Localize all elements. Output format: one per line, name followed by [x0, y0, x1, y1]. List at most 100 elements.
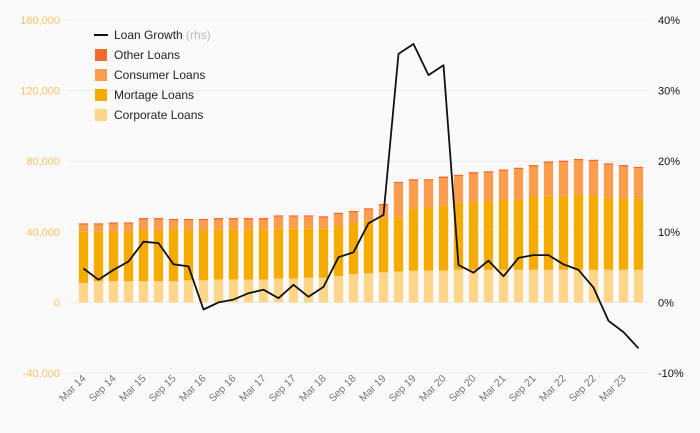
bar-corporate-loans: [123, 281, 134, 303]
bar-corporate-loans: [288, 278, 299, 303]
bar-other-loans: [213, 218, 224, 220]
bar-consumer-loans: [348, 212, 359, 223]
right-tick-label: 30%: [658, 86, 680, 98]
bar-other-loans: [588, 159, 599, 162]
bar-other-loans: [288, 215, 299, 217]
bar-other-loans: [408, 179, 419, 181]
bar-other-loans: [513, 167, 524, 170]
bar-corporate-loans: [303, 277, 314, 303]
bar-other-loans: [258, 218, 269, 220]
bar-other-loans: [108, 222, 119, 224]
bar-corporate-loans: [543, 269, 554, 303]
x-tick-label: Sep 21: [507, 373, 539, 405]
bar-consumer-loans: [243, 219, 254, 230]
bar-mortage-loans: [288, 228, 299, 279]
bar-corporate-loans: [318, 277, 329, 303]
bar-other-loans: [558, 160, 569, 163]
x-tick-label: Sep 16: [207, 373, 239, 405]
bar-mortage-loans: [513, 199, 524, 270]
left-tick-label: 160,000: [20, 15, 60, 27]
bar-mortage-loans: [618, 198, 629, 270]
bar-other-loans: [633, 166, 644, 169]
legend-swatch: [95, 49, 107, 61]
bar-consumer-loans: [333, 214, 344, 227]
legend-swatch: [95, 109, 107, 121]
bar-mortage-loans: [468, 201, 479, 270]
bar-consumer-loans: [633, 168, 644, 199]
bar-series: [78, 158, 644, 303]
x-tick-label: Mar 19: [357, 373, 389, 405]
x-tick-label: Mar 22: [537, 373, 569, 405]
x-tick-label: Sep 15: [147, 373, 179, 405]
bar-consumer-loans: [213, 219, 224, 230]
bar-other-loans: [468, 172, 479, 174]
bar-corporate-loans: [603, 269, 614, 303]
bar-mortage-loans: [633, 198, 644, 270]
bar-other-loans: [363, 208, 374, 210]
bar-consumer-loans: [318, 217, 329, 229]
bar-other-loans: [528, 165, 539, 167]
bar-corporate-loans: [528, 269, 539, 303]
right-tick-label: 10%: [658, 227, 680, 239]
bar-consumer-loans: [528, 166, 539, 197]
bar-corporate-loans: [333, 275, 344, 303]
bar-consumer-loans: [573, 160, 584, 195]
x-tick-label: Sep 19: [387, 373, 419, 405]
bar-corporate-loans: [228, 279, 239, 303]
bar-mortage-loans: [123, 231, 134, 282]
bar-mortage-loans: [153, 230, 164, 282]
loan-growth-line-layer: [82, 43, 640, 349]
bar-mortage-loans: [543, 195, 554, 270]
bar-mortage-loans: [273, 228, 284, 279]
bar-mortage-loans: [348, 222, 359, 275]
bar-corporate-loans: [483, 269, 494, 303]
bar-mortage-loans: [228, 229, 239, 280]
bar-other-loans: [153, 218, 164, 220]
bar-mortage-loans: [393, 216, 404, 272]
bar-corporate-loans: [453, 269, 464, 303]
x-tick-label: Sep 20: [447, 373, 479, 405]
bar-mortage-loans: [243, 229, 254, 280]
bar-consumer-loans: [273, 216, 284, 229]
x-tick-label: Mar 18: [297, 373, 329, 405]
bar-corporate-loans: [138, 281, 149, 303]
bar-other-loans: [273, 215, 284, 217]
bar-consumer-loans: [363, 209, 374, 221]
left-tick-label: 120,000: [20, 86, 60, 98]
bar-corporate-loans: [438, 270, 449, 303]
bar-mortage-loans: [318, 228, 329, 278]
bar-corporate-loans: [558, 269, 569, 303]
right-tick-label: 0%: [658, 297, 674, 309]
legend-suffix: (rhs): [183, 28, 211, 42]
bar-corporate-loans: [243, 279, 254, 303]
right-tick-label: 40%: [658, 15, 680, 27]
bar-mortage-loans: [333, 226, 344, 276]
bar-corporate-loans: [498, 269, 509, 303]
bar-corporate-loans: [183, 280, 194, 303]
bar-mortage-loans: [408, 208, 419, 271]
bar-mortage-loans: [78, 231, 89, 283]
bar-consumer-loans: [153, 219, 164, 231]
bar-corporate-loans: [588, 269, 599, 303]
bar-consumer-loans: [258, 219, 269, 230]
x-tick-label: Mar 21: [477, 373, 509, 405]
loan-growth-line: [82, 43, 640, 349]
bar-corporate-loans: [363, 273, 374, 303]
bar-corporate-loans: [213, 279, 224, 303]
bar-consumer-loans: [588, 161, 599, 196]
bar-other-loans: [573, 158, 584, 161]
bar-other-loans: [318, 216, 329, 218]
bar-consumer-loans: [468, 173, 479, 202]
bar-corporate-loans: [393, 271, 404, 303]
bar-consumer-loans: [393, 183, 404, 217]
bar-corporate-loans: [108, 281, 119, 303]
bar-mortage-loans: [303, 228, 314, 278]
bar-consumer-loans: [78, 224, 89, 232]
bar-other-loans: [423, 179, 434, 181]
bar-consumer-loans: [303, 216, 314, 229]
x-tick-label: Mar 14: [57, 373, 89, 405]
bar-consumer-loans: [438, 177, 449, 206]
bar-mortage-loans: [363, 220, 374, 274]
